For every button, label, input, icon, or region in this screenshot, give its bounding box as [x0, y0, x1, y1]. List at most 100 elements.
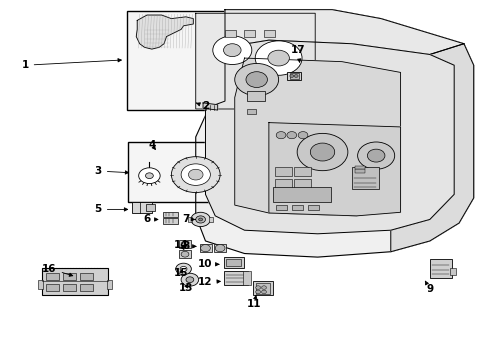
Bar: [162, 212, 178, 217]
Circle shape: [276, 132, 285, 139]
Text: 4: 4: [148, 140, 155, 150]
Bar: [287, 72, 301, 80]
Circle shape: [261, 286, 266, 289]
Bar: [351, 167, 378, 189]
Bar: [208, 217, 212, 222]
Circle shape: [255, 290, 260, 294]
Text: 16: 16: [42, 264, 73, 276]
Circle shape: [171, 157, 220, 193]
Circle shape: [267, 50, 289, 66]
Text: 12: 12: [198, 277, 220, 287]
Bar: [307, 205, 318, 211]
Circle shape: [261, 290, 266, 294]
Bar: [46, 284, 59, 291]
Bar: [63, 273, 76, 280]
Circle shape: [185, 277, 193, 283]
Bar: [162, 218, 178, 224]
Text: 9: 9: [425, 281, 432, 294]
Bar: [276, 205, 286, 211]
Bar: [449, 268, 455, 275]
Circle shape: [255, 286, 260, 289]
Circle shape: [357, 142, 394, 169]
Polygon shape: [390, 44, 473, 252]
Bar: [354, 166, 365, 169]
Polygon shape: [195, 13, 315, 109]
Bar: [354, 169, 365, 173]
Bar: [80, 273, 93, 280]
Bar: [127, 12, 327, 110]
Text: 11: 11: [246, 296, 261, 309]
Circle shape: [215, 244, 224, 252]
Bar: [292, 205, 303, 211]
Bar: [264, 30, 274, 37]
Polygon shape: [136, 15, 193, 49]
Text: 8: 8: [182, 241, 196, 251]
Text: 1: 1: [21, 59, 121, 70]
Polygon shape: [268, 123, 400, 216]
Bar: [246, 91, 265, 101]
Bar: [272, 187, 330, 202]
Circle shape: [223, 44, 241, 57]
Bar: [224, 271, 248, 285]
Polygon shape: [234, 58, 400, 216]
Bar: [246, 109, 255, 114]
Bar: [289, 73, 298, 78]
Bar: [429, 259, 451, 278]
Polygon shape: [195, 10, 473, 257]
Circle shape: [286, 132, 296, 139]
Bar: [146, 204, 155, 211]
Text: 7: 7: [182, 215, 195, 224]
Circle shape: [181, 273, 198, 286]
Bar: [179, 240, 190, 248]
Circle shape: [294, 75, 298, 77]
Bar: [294, 179, 311, 188]
Text: 17: 17: [290, 45, 305, 62]
Text: 13: 13: [179, 283, 193, 293]
Circle shape: [298, 132, 307, 139]
Circle shape: [198, 218, 202, 221]
Bar: [214, 244, 226, 252]
Circle shape: [181, 251, 188, 257]
Bar: [244, 30, 255, 37]
Circle shape: [200, 244, 210, 252]
Circle shape: [181, 241, 188, 247]
Bar: [63, 284, 76, 291]
Circle shape: [139, 168, 160, 184]
Circle shape: [234, 63, 278, 96]
Circle shape: [255, 41, 302, 75]
Polygon shape: [205, 40, 453, 234]
Bar: [38, 280, 43, 289]
Bar: [274, 167, 291, 176]
Circle shape: [190, 212, 210, 226]
Bar: [80, 284, 93, 291]
Text: 3: 3: [94, 166, 128, 176]
Bar: [226, 259, 241, 266]
Circle shape: [188, 169, 203, 180]
Bar: [224, 257, 243, 268]
Circle shape: [297, 134, 347, 171]
Circle shape: [310, 143, 334, 161]
Circle shape: [181, 164, 210, 185]
Circle shape: [245, 72, 267, 87]
Circle shape: [145, 173, 153, 179]
Bar: [253, 281, 272, 296]
Bar: [224, 30, 235, 37]
Text: 2: 2: [196, 102, 209, 112]
Circle shape: [175, 263, 191, 275]
Text: 15: 15: [174, 268, 188, 278]
Bar: [107, 280, 112, 289]
Bar: [242, 271, 251, 285]
Bar: [294, 167, 311, 176]
Bar: [42, 268, 108, 295]
Bar: [199, 244, 211, 252]
Polygon shape: [203, 103, 217, 110]
Bar: [132, 202, 152, 213]
Polygon shape: [224, 10, 463, 54]
Circle shape: [195, 216, 205, 223]
Text: 10: 10: [198, 259, 219, 269]
Text: 6: 6: [143, 215, 158, 224]
Bar: [128, 142, 233, 202]
Bar: [179, 250, 190, 258]
Bar: [46, 273, 59, 280]
Circle shape: [212, 36, 251, 64]
